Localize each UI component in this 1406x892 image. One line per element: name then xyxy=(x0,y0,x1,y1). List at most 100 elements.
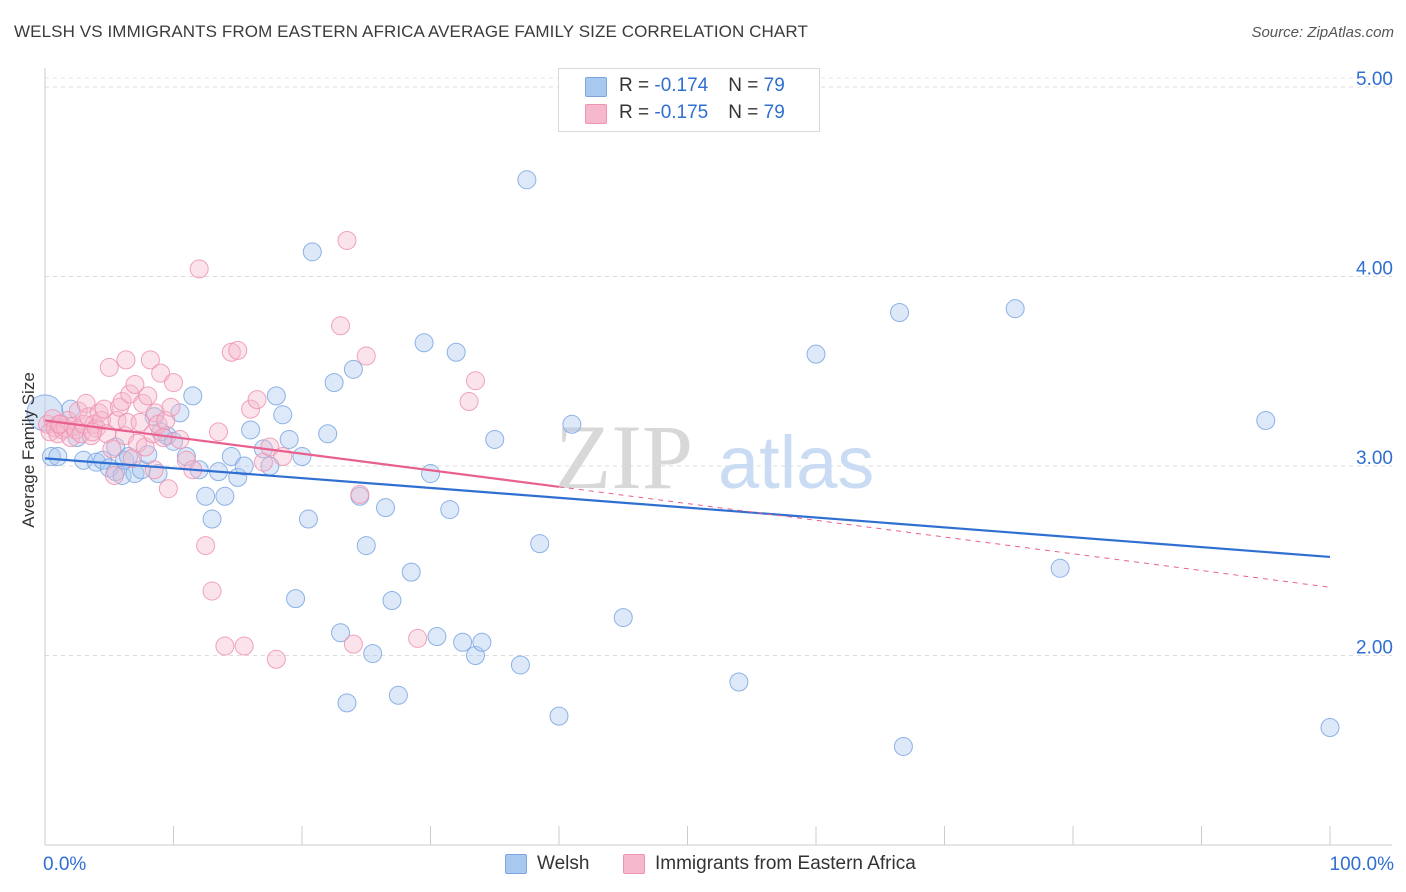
watermark-atlas: atlas xyxy=(718,421,874,504)
immigrants-point xyxy=(164,373,183,393)
y-tick-label: 4.00 xyxy=(1356,258,1393,279)
welsh-point xyxy=(48,447,68,466)
welsh-point xyxy=(286,589,306,609)
welsh-point xyxy=(273,405,293,425)
x-tick-label-start: 0.0% xyxy=(43,854,86,875)
welsh-point xyxy=(562,414,582,434)
immigrants-point xyxy=(215,636,235,656)
welsh-point xyxy=(356,536,376,556)
welsh-point xyxy=(215,486,235,506)
immigrants-point xyxy=(221,342,241,362)
immigrants-point xyxy=(112,392,132,412)
trend-lines xyxy=(44,419,1331,588)
welsh-point xyxy=(729,672,749,692)
welsh-point xyxy=(337,693,357,713)
welsh-point xyxy=(388,685,408,705)
welsh-point xyxy=(148,464,168,484)
immigrants-point xyxy=(459,392,479,412)
welsh-point xyxy=(183,386,203,406)
immigrants-point xyxy=(331,316,351,336)
immigrants-point xyxy=(260,437,280,457)
welsh-point xyxy=(421,464,440,484)
tick-labels: 2.00 3.00 4.00 5.00 0.0% 100.0% xyxy=(43,69,1394,875)
immigrants-legend-label: Immigrants from Eastern Africa xyxy=(655,853,916,874)
immigrants-swatch xyxy=(623,854,645,874)
legend: R = -0.174 N = 79 R = -0.175 N = 79 xyxy=(558,68,820,132)
welsh-point xyxy=(234,456,254,476)
immigrants-point xyxy=(202,581,222,601)
immigrants-point xyxy=(337,230,357,250)
welsh-point xyxy=(292,447,312,466)
immigrants-point xyxy=(241,399,261,419)
immigrants-point xyxy=(102,439,122,459)
immigrants-point xyxy=(343,634,363,654)
welsh-point xyxy=(453,632,473,652)
y-tick-label: 5.00 xyxy=(1356,69,1393,90)
immigrants-trend-line xyxy=(44,419,560,488)
immigrants-point xyxy=(140,350,160,370)
immigrants-point xyxy=(158,479,178,499)
welsh-point xyxy=(382,591,402,611)
welsh-point xyxy=(427,627,447,647)
immigrants-point xyxy=(122,448,142,468)
welsh-point xyxy=(414,333,434,353)
welsh-point xyxy=(806,344,826,364)
n-value: 79 xyxy=(763,75,785,96)
n-label: N = xyxy=(728,102,764,123)
chart-title: WELSH VS IMMIGRANTS FROM EASTERN AFRICA … xyxy=(14,22,808,41)
welsh-point xyxy=(440,500,460,520)
immigrants-point xyxy=(144,460,164,480)
y-tick-label: 3.00 xyxy=(1356,448,1393,469)
immigrants-point xyxy=(49,414,69,434)
welsh-point xyxy=(1050,558,1070,578)
immigrants-point xyxy=(151,363,171,383)
welsh-point xyxy=(613,608,633,628)
welsh-point xyxy=(401,562,421,582)
immigrants-point xyxy=(89,403,109,423)
immigrants-point xyxy=(189,259,209,279)
welsh-point xyxy=(318,424,338,444)
immigrants-point xyxy=(247,390,267,410)
welsh-swatch xyxy=(585,77,607,97)
x-tick-label-end: 100.0% xyxy=(1330,854,1395,875)
immigrants-point xyxy=(234,636,254,656)
immigrants-point xyxy=(465,371,485,391)
welsh-point xyxy=(266,386,286,406)
welsh-point xyxy=(549,706,569,726)
source-label: Source: ZipAtlas.com xyxy=(1251,24,1394,41)
axes xyxy=(44,68,1392,846)
r-label: R = xyxy=(619,102,655,123)
welsh-point xyxy=(41,447,61,466)
welsh-point xyxy=(343,359,363,379)
welsh-point xyxy=(376,498,396,518)
welsh-point xyxy=(472,632,492,652)
immigrants-point xyxy=(356,346,376,366)
y-tick-label: 2.00 xyxy=(1356,637,1393,658)
welsh-point xyxy=(1005,299,1025,319)
gridlines xyxy=(45,77,1392,656)
welsh-point xyxy=(298,509,318,529)
welsh-point xyxy=(890,302,910,322)
welsh-point xyxy=(446,342,466,362)
immigrants-point xyxy=(116,350,136,370)
welsh-point xyxy=(893,736,913,756)
welsh-point xyxy=(302,242,322,262)
r-value: -0.174 xyxy=(654,75,709,96)
immigrants-point xyxy=(196,536,216,556)
immigrants-point xyxy=(94,399,114,419)
welsh-point xyxy=(1320,718,1340,738)
legend-row-immigrants-text: R = -0.175 N = 79 xyxy=(619,102,785,124)
r-label: R = xyxy=(619,75,655,96)
watermark: ZIP atlas xyxy=(555,406,874,508)
welsh-point xyxy=(196,486,216,506)
n-label: N = xyxy=(728,75,764,96)
welsh-point xyxy=(331,623,351,643)
welsh-point xyxy=(485,429,505,449)
immigrants-point xyxy=(350,484,370,504)
welsh-point xyxy=(279,429,299,449)
immigrants-point xyxy=(99,357,119,377)
welsh-point xyxy=(324,373,344,393)
welsh-point xyxy=(221,447,241,466)
welsh-point xyxy=(530,534,550,554)
